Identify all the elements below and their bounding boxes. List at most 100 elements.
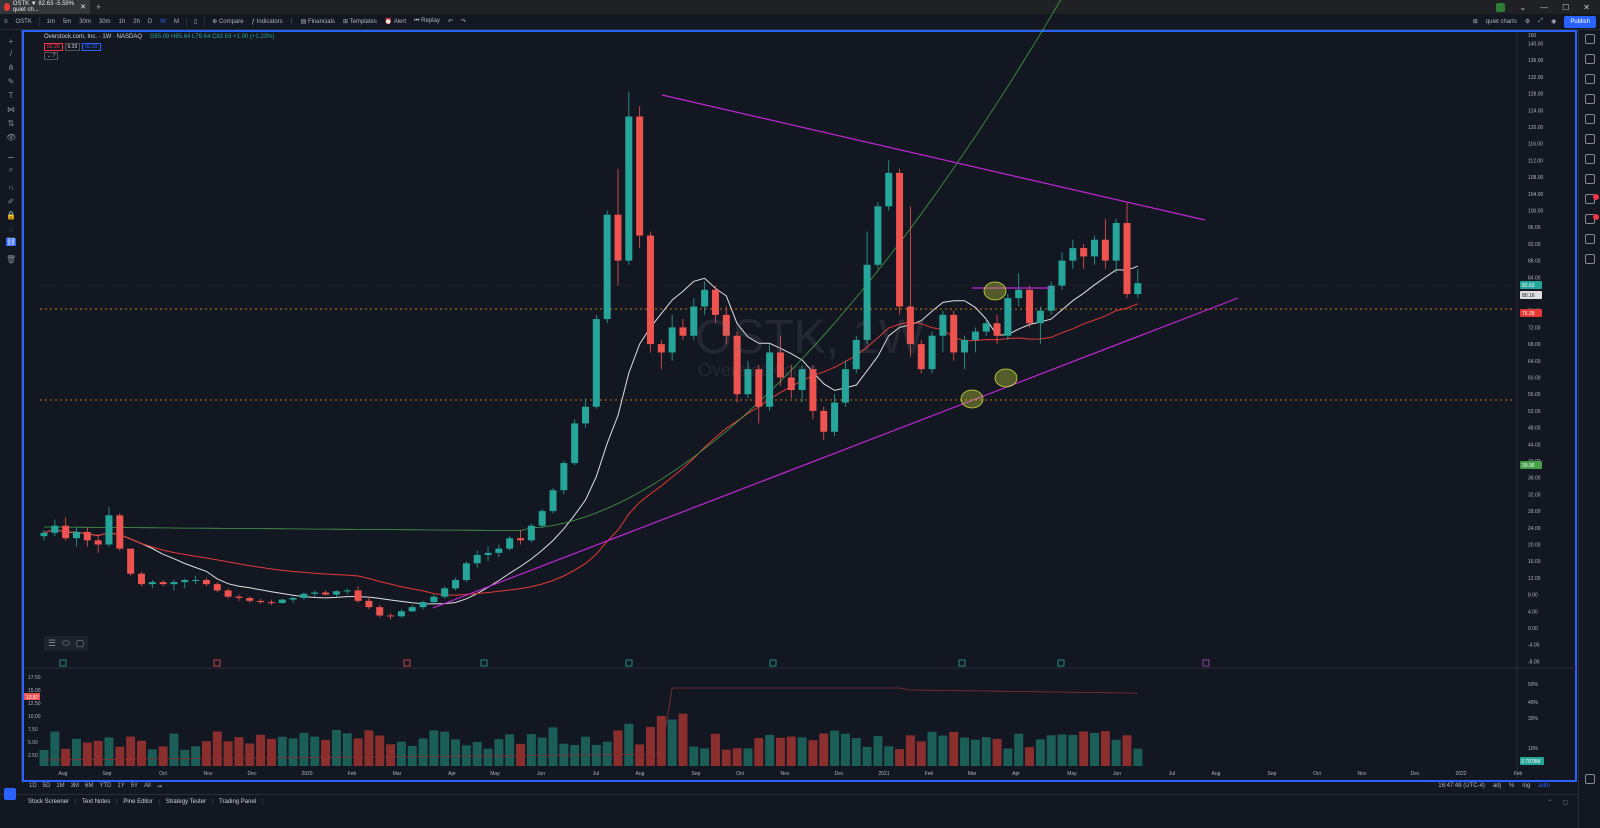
range-5d[interactable]: 5D — [42, 783, 51, 789]
ideas-icon[interactable] — [1585, 154, 1595, 164]
undo-icon[interactable]: ↶ — [447, 19, 453, 25]
chat-launcher-icon[interactable] — [4, 788, 16, 800]
layout-name[interactable]: quiet charts — [1485, 18, 1517, 25]
range-1y[interactable]: 1Y — [117, 783, 125, 789]
redo-icon[interactable]: ↷ — [460, 19, 466, 25]
text-icon[interactable]: T — [8, 91, 14, 100]
close-tab-icon[interactable]: ✕ — [80, 4, 86, 11]
legend-collapse-button[interactable]: ⌄ 7 — [44, 52, 59, 60]
interval-m[interactable]: M — [173, 18, 179, 25]
collapse-panel-icon[interactable]: ⌃ — [1547, 800, 1553, 806]
trendline-icon[interactable]: / — [9, 49, 13, 58]
log-toggle[interactable]: log — [1522, 783, 1531, 789]
compare-button[interactable]: ⊕ Compare — [212, 19, 244, 25]
new-tab-button[interactable]: + — [96, 2, 102, 12]
current-price-tag-bg — [1520, 281, 1542, 289]
brush-icon[interactable]: ✎ — [7, 77, 15, 86]
tab-text-notes[interactable]: Text Notes — [76, 799, 118, 805]
candle-body — [376, 607, 384, 616]
percent-toggle[interactable]: % — [1508, 783, 1515, 789]
prediction-icon[interactable]: ⇅ — [7, 119, 15, 128]
signals-icon[interactable] — [1585, 234, 1595, 244]
help-icon[interactable] — [1585, 254, 1595, 264]
volume-bar — [667, 719, 677, 766]
cursor-icon[interactable]: + — [8, 37, 14, 46]
range-6m[interactable]: 6M — [85, 783, 94, 789]
interval-w[interactable]: W — [160, 18, 166, 25]
maximize-icon[interactable]: ☐ — [1562, 2, 1570, 12]
tab-stock-screener[interactable]: Stock Screener — [22, 799, 77, 805]
chart-pane[interactable] — [22, 30, 1577, 782]
price-tick-label: 112.00 — [1528, 158, 1543, 164]
clock-readout[interactable]: 16:47:48 (UTC-4) — [1438, 783, 1485, 789]
alerts-icon[interactable] — [1585, 54, 1595, 64]
range-1m[interactable]: 1M — [56, 783, 65, 789]
indicator-templates-icon[interactable]: ⁝ — [290, 19, 293, 25]
data-window-icon[interactable] — [1585, 74, 1595, 84]
candle-body — [982, 323, 990, 332]
hotlist-icon[interactable] — [1585, 94, 1595, 104]
goto-date-icon[interactable]: ⇥ — [156, 783, 162, 790]
tab-strategy-tester[interactable]: Strategy Tester — [160, 799, 213, 805]
ma-legend[interactable]: 82.29 6.39 82.82 — [44, 43, 101, 51]
range-1d[interactable]: 1D — [29, 783, 37, 789]
interval-1h[interactable]: 1h — [118, 18, 126, 25]
menu-icon[interactable]: ≡ — [4, 18, 8, 25]
symbol-search[interactable]: OSTK — [15, 18, 32, 25]
tab-trading-panel[interactable]: Trading Panel — [213, 799, 264, 805]
templates-button[interactable]: ⊞ Templates — [342, 19, 377, 25]
trash-icon[interactable]: 🗑 — [6, 255, 17, 264]
interval-5m[interactable]: 5m — [62, 18, 72, 25]
snapshot-icon[interactable]: ◉ — [1551, 19, 1557, 25]
range-5y[interactable]: 5Y — [130, 783, 139, 789]
sync-drawing-icon[interactable]: ⛓ — [6, 237, 17, 246]
interval-d[interactable]: D — [147, 18, 153, 25]
screenshot-frame-icon[interactable]: ▢ — [75, 638, 85, 648]
fullscreen-icon[interactable]: ⤢ — [1538, 18, 1544, 24]
replay-button[interactable]: ⏮ Replay — [414, 18, 440, 24]
indicators-button[interactable]: ƒ Indicators — [251, 18, 283, 25]
streams-icon[interactable] — [1585, 174, 1595, 184]
maximize-panel-icon[interactable]: ▢ — [1562, 800, 1568, 806]
volume-current-tag-bg — [24, 693, 40, 700]
bar-style-icon[interactable]: ▯ — [193, 19, 198, 25]
settings-icon[interactable]: ⚙ — [1524, 19, 1531, 25]
pitchfork-icon[interactable]: ⋔ — [7, 63, 15, 72]
pattern-icon[interactable]: ⋈ — [7, 105, 15, 114]
zoom-icon[interactable]: ⌕ — [8, 165, 14, 174]
eye-icon[interactable]: 👁 — [6, 133, 17, 142]
lock-icon[interactable]: 🔒 — [6, 211, 16, 220]
indicator-list-icon[interactable]: ☰ — [48, 638, 57, 648]
series-legend[interactable]: Overstock.com, Inc. · 1W · NASDAQ O85.09… — [44, 34, 274, 40]
hide-icon[interactable]: ◌ — [8, 225, 14, 234]
auto-toggle[interactable]: auto — [1538, 783, 1550, 789]
interval-30m-b[interactable]: 30m — [98, 18, 111, 25]
watchlist-icon[interactable] — [1585, 34, 1595, 44]
theme-icon[interactable] — [1585, 774, 1595, 784]
range-3m[interactable]: 3M — [70, 783, 80, 789]
close-window-icon[interactable]: ✕ — [1583, 2, 1590, 12]
range-all[interactable]: All — [144, 783, 151, 789]
profile-icon[interactable] — [1496, 2, 1506, 12]
tab-pine-editor[interactable]: Pine Editor — [117, 799, 160, 805]
object-tree-icon[interactable]: ⬭ — [62, 638, 70, 648]
layout-icon[interactable]: ⊞ — [1472, 19, 1478, 25]
interval-1m[interactable]: 1m — [46, 18, 55, 25]
news-icon[interactable] — [1585, 134, 1595, 144]
interval-2h[interactable]: 2h — [133, 18, 140, 25]
stay-drawing-icon[interactable]: ✐ — [7, 197, 15, 206]
price-tick-label: 0.00 — [1528, 626, 1538, 632]
range-ytd[interactable]: YTD — [99, 783, 112, 789]
ruler-icon[interactable]: ⚊ — [7, 151, 15, 160]
tab-search-icon[interactable]: ⌄ — [1519, 2, 1527, 12]
alert-button[interactable]: ⏰ Alert — [384, 19, 407, 25]
minimize-icon[interactable]: — — [1540, 2, 1549, 12]
browser-tab[interactable]: OSTK ▼ 82.63 -5.59% quiet ch... ✕ — [0, 0, 90, 14]
interval-30m-a[interactable]: 30m — [79, 18, 91, 25]
calendar-icon[interactable] — [1585, 114, 1595, 124]
adj-toggle[interactable]: adj — [1492, 783, 1501, 789]
financials-button[interactable]: ▤ Financials — [300, 19, 335, 25]
magnet-icon[interactable]: ∩ — [8, 183, 14, 192]
publish-button[interactable]: Publish — [1564, 15, 1596, 28]
